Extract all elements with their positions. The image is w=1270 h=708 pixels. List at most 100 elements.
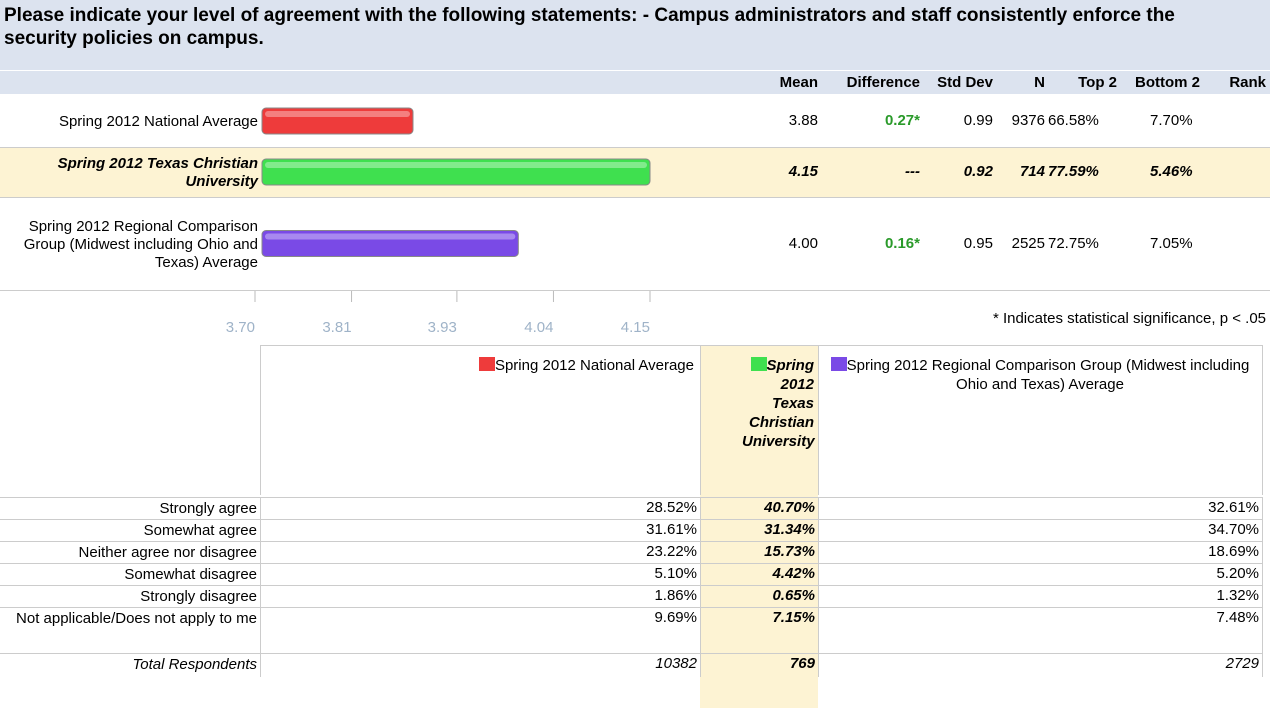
bar-highlight [265, 162, 647, 168]
cell-value: 15.73% [764, 543, 815, 560]
col-divider [1262, 345, 1263, 495]
col-divider [1262, 497, 1263, 519]
col-divider [818, 541, 819, 563]
summary-n: 2525 [1011, 234, 1045, 252]
col-divider [818, 345, 819, 495]
cell-value: 0.65% [772, 587, 815, 604]
legend-entry: Spring 2012 National Average [262, 356, 694, 375]
column-header: Difference [846, 74, 920, 91]
legend-label: Spring 2012 Regional Comparison Group (M… [846, 357, 1250, 393]
col-divider [1262, 653, 1263, 677]
cell-value: 31.61% [646, 521, 697, 538]
col-divider [818, 653, 819, 677]
column-header: Top 2 [1078, 74, 1117, 91]
summary-difference: 0.27* [884, 112, 920, 129]
summary-difference: --- [905, 163, 920, 180]
cell-value: 31.34% [764, 521, 815, 538]
col-divider [818, 607, 819, 653]
title: Please indicate your level of agreement … [4, 5, 1175, 49]
summary-std-dev: 0.95 [963, 234, 993, 252]
cell-value: 5.10% [654, 565, 697, 582]
row-border [0, 607, 1263, 608]
row-border [0, 497, 1263, 498]
col-divider [700, 607, 701, 653]
row-label: Somewhat disagree [124, 566, 257, 583]
legend-swatch [478, 357, 495, 371]
col-divider [700, 497, 701, 519]
column-header: Rank [1229, 74, 1266, 91]
row-border [0, 563, 1263, 564]
mean-value: 3.88 [788, 112, 818, 129]
cell-value: 7.15% [772, 609, 815, 626]
cell-value: 4.42% [772, 565, 815, 582]
cell-value: 5.20% [1216, 565, 1259, 582]
row-label: Somewhat agree [143, 522, 257, 539]
summary-n: 714 [1019, 163, 1045, 180]
summary-difference: 0.16* [884, 234, 920, 252]
col-divider [700, 585, 701, 607]
col-divider [700, 653, 701, 677]
summary-bottom2: 5.46% [1150, 163, 1193, 180]
summary-n: 9376 [1011, 112, 1045, 129]
col-divider [260, 585, 261, 607]
legend-swatch [750, 357, 767, 371]
summary-top2: 72.75% [1048, 234, 1099, 252]
cell-value: 1.86% [654, 587, 697, 604]
row-border [0, 585, 1263, 586]
bar-highlight [265, 233, 516, 240]
bar [261, 230, 519, 257]
col-divider [260, 607, 261, 653]
row-border [0, 541, 1263, 542]
cell-value: 23.22% [646, 543, 697, 560]
cell-value: 2729 [1225, 655, 1259, 672]
col-divider [1262, 541, 1263, 563]
category-label: Spring 2012 Texas Christian University [57, 155, 258, 190]
col-divider [1262, 585, 1263, 607]
column-header: Bottom 2 [1135, 74, 1200, 91]
bar-highlight [265, 111, 410, 117]
cell-value: 40.70% [764, 499, 815, 516]
col-divider [260, 519, 261, 541]
col-divider [260, 563, 261, 585]
col-divider [260, 653, 261, 677]
x-tick-label: 3.70 [226, 319, 255, 336]
bar [261, 158, 651, 186]
cell-value: 34.70% [1208, 521, 1259, 538]
column-header: Std Dev [937, 74, 993, 91]
col-divider [818, 497, 819, 519]
x-tick-label: 4.15 [621, 319, 650, 336]
column-header: N [1034, 74, 1045, 91]
mean-value: 4.15 [788, 163, 818, 180]
col-divider [260, 345, 261, 495]
legend-entry: Spring 2012 Texas Christian University [702, 356, 815, 451]
cell-value: 769 [789, 655, 815, 672]
col-divider [818, 563, 819, 585]
cell-value: 10382 [655, 655, 697, 672]
title-bar: Please indicate your level of agreement … [0, 0, 1270, 70]
note: * Indicates statistical significance, p … [992, 310, 1266, 327]
bar [261, 107, 414, 135]
col-divider [700, 541, 701, 563]
col-divider [1262, 607, 1263, 653]
col-divider [700, 345, 701, 495]
x-tick-label: 3.93 [428, 319, 457, 336]
cell-value: 28.52% [646, 499, 697, 516]
legend-swatch [830, 357, 847, 371]
summary-top2: 77.59% [1048, 163, 1099, 180]
row-label: Not applicable/Does not apply to me [16, 610, 257, 627]
column-header: Mean [779, 74, 818, 91]
cell-value: 1.32% [1216, 587, 1259, 604]
header-row [0, 70, 1270, 94]
summary-top2: 66.58% [1048, 112, 1099, 129]
row-divider [0, 290, 1270, 291]
row-label: Strongly agree [159, 500, 257, 517]
col-divider [700, 519, 701, 541]
col-divider [818, 585, 819, 607]
row-divider [0, 147, 1270, 148]
summary-std-dev: 0.92 [963, 163, 993, 180]
summary-bottom2: 7.70% [1150, 112, 1193, 129]
legend-entry: Spring 2012 Regional Comparison Group (M… [822, 356, 1258, 394]
row-border [0, 519, 1263, 520]
tcu-col-bg [700, 345, 818, 708]
